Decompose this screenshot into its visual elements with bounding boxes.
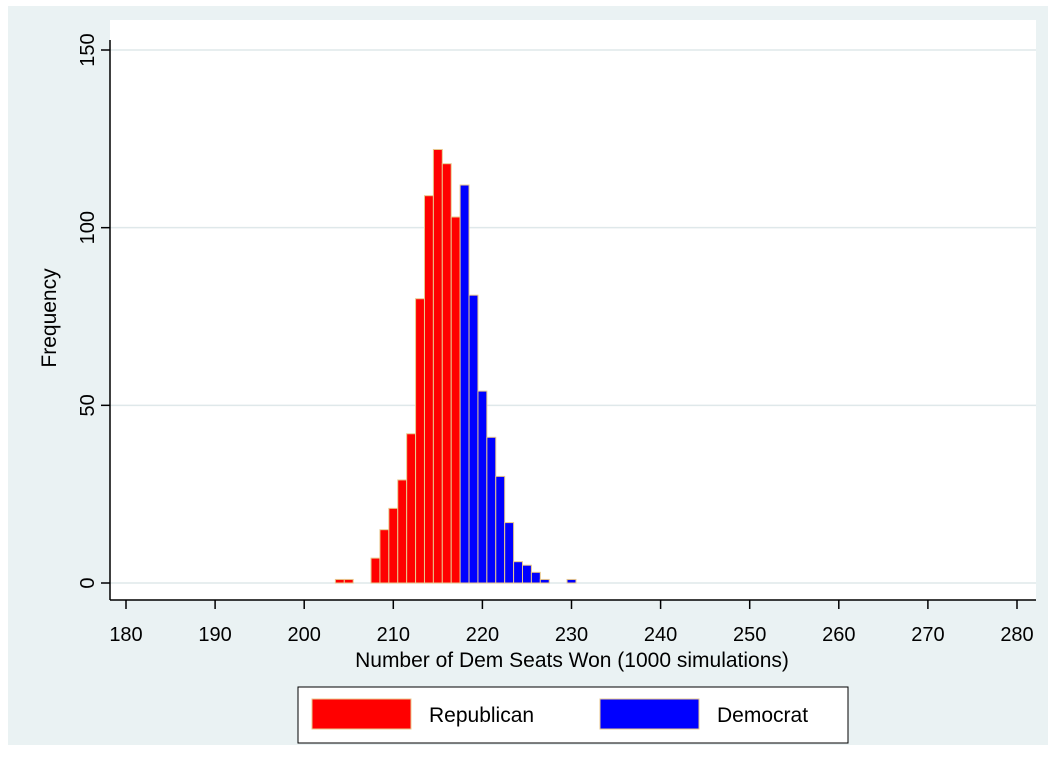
legend-label-democrat: Democrat xyxy=(717,704,808,727)
bar-democrat xyxy=(539,578,550,584)
bars xyxy=(334,148,577,584)
x-tick-label: 240 xyxy=(644,624,677,646)
y-tick-label: 100 xyxy=(77,211,99,244)
y-tick-label: 0 xyxy=(77,577,99,588)
legend-items: Republican Democrat xyxy=(311,698,808,730)
x-tick-label: 190 xyxy=(198,624,231,646)
bar-democrat xyxy=(477,390,488,584)
bar-republican xyxy=(415,298,425,584)
bar-republican xyxy=(334,578,345,584)
y-axis-title: Frequency xyxy=(38,268,61,368)
bar-republican xyxy=(370,557,381,584)
bar-republican xyxy=(441,163,452,584)
bar-republican xyxy=(388,507,399,584)
bar-democrat xyxy=(504,522,515,584)
legend-swatch-republican xyxy=(311,698,412,730)
bar-democrat xyxy=(486,436,497,584)
bar-republican xyxy=(406,433,417,584)
plot-area xyxy=(110,20,1036,600)
bar-republican xyxy=(423,195,434,584)
x-tick-label: 250 xyxy=(733,624,766,646)
bar-republican xyxy=(397,479,408,584)
y-tick-label: 150 xyxy=(77,33,99,66)
x-tick-label: 270 xyxy=(911,624,944,646)
x-tick-label: 220 xyxy=(466,624,499,646)
x-axis-title: Number of Dem Seats Won (1000 simulation… xyxy=(355,649,789,672)
x-tick-label: 280 xyxy=(1000,624,1033,646)
bar-democrat xyxy=(459,184,470,584)
bar-republican xyxy=(343,578,354,584)
x-tick-label: 260 xyxy=(822,624,855,646)
legend-label-republican: Republican xyxy=(429,704,534,727)
bar-democrat xyxy=(468,294,479,584)
bar-democrat xyxy=(530,571,541,584)
x-tick-label: 180 xyxy=(109,624,142,646)
bar-republican xyxy=(450,216,461,584)
bar-republican xyxy=(379,529,390,584)
gridlines xyxy=(110,20,1036,600)
x-tick-label: 200 xyxy=(288,624,321,646)
bar-democrat xyxy=(495,475,506,584)
bar-democrat xyxy=(521,564,532,584)
legend-swatch-democrat xyxy=(599,698,700,730)
y-tick-label: 50 xyxy=(77,394,99,416)
x-tick-label: 230 xyxy=(555,624,588,646)
x-tick-label: 210 xyxy=(377,624,410,646)
axes: 0 50 100 150 180 190 200 210 220 230 240 250 260 270 2… xyxy=(77,33,1036,646)
bar-republican xyxy=(432,148,443,584)
bar-democrat xyxy=(513,561,523,584)
bar-democrat xyxy=(566,578,577,584)
legend: Republican Democrat xyxy=(297,686,849,744)
